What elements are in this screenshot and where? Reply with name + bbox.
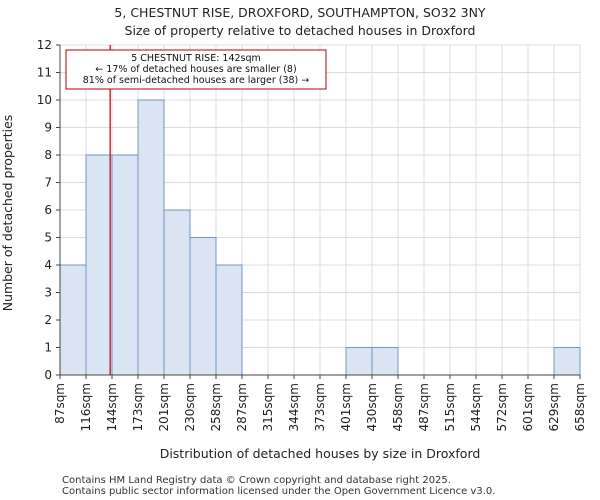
x-tick-label-14: 487sqm bbox=[417, 383, 431, 431]
x-tick-label-17: 572sqm bbox=[495, 383, 509, 431]
y-tick-label-10: 10 bbox=[37, 93, 52, 107]
x-tick-label-13: 458sqm bbox=[391, 383, 405, 431]
x-tick-label-5: 230sqm bbox=[183, 383, 197, 431]
x-tick-label-20: 658sqm bbox=[573, 383, 587, 431]
x-tick-label-18: 601sqm bbox=[521, 383, 535, 431]
bar-6 bbox=[215, 264, 243, 376]
y-tick-label-12: 12 bbox=[37, 38, 52, 52]
bar-5 bbox=[189, 237, 217, 376]
y-axis-label: Number of detached properties bbox=[0, 115, 15, 312]
bar-0 bbox=[59, 264, 87, 376]
footer-line-1: Contains HM Land Registry data © Crown c… bbox=[62, 475, 451, 486]
y-tick-label-2: 2 bbox=[44, 313, 52, 327]
x-tick-label-16: 544sqm bbox=[469, 383, 483, 431]
y-tick-label-6: 6 bbox=[44, 203, 52, 217]
y-tick-label-4: 4 bbox=[44, 258, 52, 272]
x-tick-label-6: 258sqm bbox=[209, 383, 223, 431]
x-tick-label-0: 87sqm bbox=[53, 383, 67, 424]
bar-1 bbox=[85, 154, 113, 376]
bar-19 bbox=[553, 347, 581, 376]
x-tick-label-8: 315sqm bbox=[261, 383, 275, 431]
x-tick-label-3: 173sqm bbox=[131, 383, 145, 431]
bar-12 bbox=[371, 347, 399, 376]
annotation-line-3: 81% of semi-detached houses are larger (… bbox=[83, 75, 310, 86]
y-tick-label-3: 3 bbox=[44, 286, 52, 300]
x-tick-label-1: 116sqm bbox=[79, 383, 93, 431]
footer-line-2: Contains public sector information licen… bbox=[62, 486, 495, 497]
bar-4 bbox=[163, 209, 191, 376]
y-tick-label-7: 7 bbox=[44, 176, 52, 190]
y-tick-label-9: 9 bbox=[44, 121, 52, 135]
bar-3 bbox=[137, 99, 165, 376]
chart-title: 5, CHESTNUT RISE, DROXFORD, SOUTHAMPTON,… bbox=[114, 5, 486, 20]
bar-2 bbox=[111, 154, 139, 376]
y-tick-label-0: 0 bbox=[44, 368, 52, 382]
x-tick-label-12: 430sqm bbox=[365, 383, 379, 431]
annotation-line-1: 5 CHESTNUT RISE: 142sqm bbox=[131, 53, 261, 64]
x-tick-label-11: 401sqm bbox=[339, 383, 353, 431]
bar-11 bbox=[345, 347, 373, 376]
x-tick-label-9: 344sqm bbox=[287, 383, 301, 431]
y-tick-label-8: 8 bbox=[44, 148, 52, 162]
annotation-box bbox=[65, 49, 327, 90]
annotation-line-2: ← 17% of detached houses are smaller (8) bbox=[95, 64, 296, 75]
chart-subtitle: Size of property relative to detached ho… bbox=[125, 23, 476, 38]
x-axis-label: Distribution of detached houses by size … bbox=[160, 446, 481, 461]
x-tick-label-19: 629sqm bbox=[547, 383, 561, 431]
x-tick-label-10: 373sqm bbox=[313, 383, 327, 431]
x-tick-label-4: 201sqm bbox=[157, 383, 171, 431]
y-tick-label-5: 5 bbox=[44, 231, 52, 245]
x-tick-label-7: 287sqm bbox=[235, 383, 249, 431]
x-tick-label-2: 144sqm bbox=[105, 383, 119, 431]
x-tick-label-15: 515sqm bbox=[443, 383, 457, 431]
y-tick-label-1: 1 bbox=[44, 341, 52, 355]
y-tick-label-11: 11 bbox=[37, 66, 52, 80]
